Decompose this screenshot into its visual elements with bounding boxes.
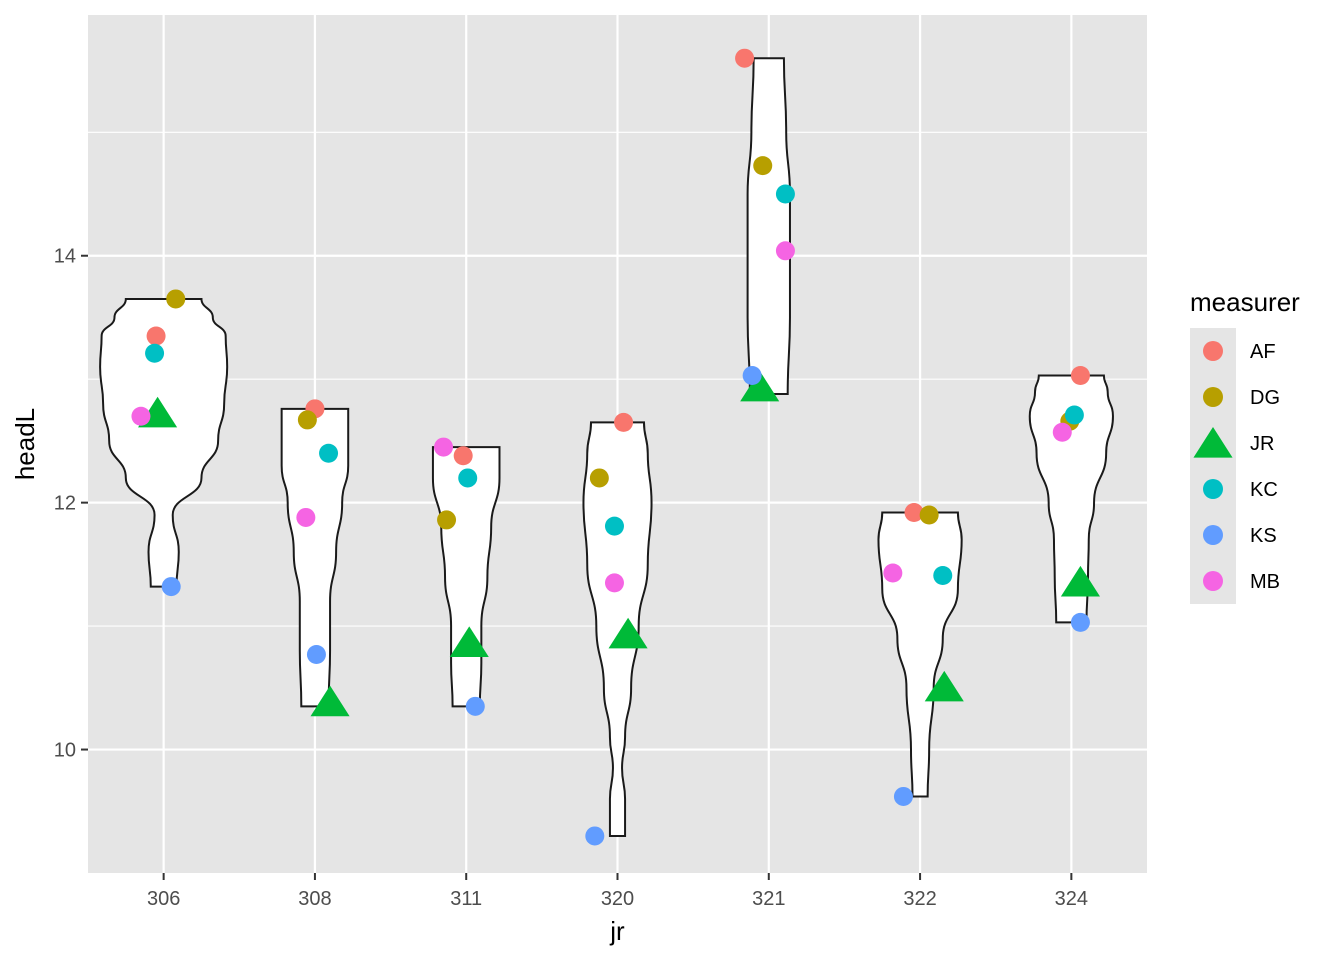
violin-320 bbox=[582, 421, 653, 837]
violin-308 bbox=[280, 407, 350, 708]
legend-label-DG: DG bbox=[1250, 387, 1280, 409]
point-DG-321 bbox=[753, 156, 773, 176]
x-axis: 306 308 311 320 321 322 324 bbox=[147, 873, 1088, 910]
point-KS-324 bbox=[1070, 612, 1090, 632]
point-KS-322 bbox=[893, 786, 913, 806]
data-points bbox=[131, 48, 1100, 846]
point-KC-320 bbox=[604, 516, 624, 536]
legend-items: AF DG JR KC KS MB bbox=[1193, 341, 1280, 593]
point-KC-322 bbox=[933, 565, 953, 585]
y-tick-label: 14 bbox=[54, 246, 76, 268]
point-AF-322 bbox=[904, 503, 924, 523]
point-KS-308 bbox=[306, 644, 326, 664]
point-AF-311 bbox=[453, 446, 473, 466]
x-tick-label: 320 bbox=[601, 888, 634, 910]
legend: measurer AF DG JR KC KS MB bbox=[1190, 287, 1300, 604]
point-AF-320 bbox=[614, 412, 634, 432]
y-axis: 10 12 14 bbox=[54, 246, 88, 762]
point-MB-311 bbox=[434, 437, 454, 457]
point-JR-324 bbox=[1060, 565, 1100, 597]
legend-title: measurer bbox=[1190, 287, 1300, 317]
x-tick-label: 308 bbox=[298, 888, 331, 910]
x-tick-label: 306 bbox=[147, 888, 180, 910]
legend-key-MB bbox=[1203, 571, 1223, 591]
point-KS-311 bbox=[465, 696, 485, 716]
legend-label-AF: AF bbox=[1250, 341, 1276, 363]
legend-label-JR: JR bbox=[1250, 433, 1274, 455]
point-DG-308 bbox=[297, 410, 317, 430]
point-KC-306 bbox=[145, 343, 165, 363]
point-KS-320 bbox=[585, 826, 605, 846]
violin-306 bbox=[99, 297, 229, 588]
violin-324 bbox=[1028, 374, 1114, 624]
point-KC-321 bbox=[775, 184, 795, 204]
legend-label-KS: KS bbox=[1250, 525, 1277, 547]
point-DG-311 bbox=[437, 510, 457, 530]
legend-key-background bbox=[1190, 328, 1236, 604]
legend-key-DG bbox=[1203, 387, 1223, 407]
legend-key-KS bbox=[1203, 525, 1223, 545]
legend-key-KC bbox=[1203, 479, 1223, 499]
point-KS-306 bbox=[161, 577, 181, 597]
legend-key-AF bbox=[1203, 341, 1223, 361]
x-tick-label: 321 bbox=[752, 888, 785, 910]
point-KC-311 bbox=[458, 468, 478, 488]
point-AF-306 bbox=[146, 326, 166, 346]
point-MB-306 bbox=[131, 406, 151, 426]
point-MB-322 bbox=[883, 563, 903, 583]
violin-321 bbox=[746, 57, 791, 396]
point-AF-324 bbox=[1070, 365, 1090, 385]
x-tick-label: 322 bbox=[903, 888, 936, 910]
point-JR-321 bbox=[740, 370, 780, 402]
point-KS-321 bbox=[742, 365, 762, 385]
point-DG-320 bbox=[589, 468, 609, 488]
legend-label-KC: KC bbox=[1250, 479, 1278, 501]
y-tick-label: 12 bbox=[54, 493, 76, 515]
legend-key-JR bbox=[1193, 427, 1233, 458]
point-AF-321 bbox=[735, 48, 755, 68]
point-DG-322 bbox=[919, 505, 939, 525]
point-JR-322 bbox=[924, 670, 964, 702]
point-JR-308 bbox=[310, 685, 350, 717]
x-tick-label: 311 bbox=[450, 888, 482, 910]
legend-label-MB: MB bbox=[1250, 571, 1280, 593]
point-DG-306 bbox=[166, 289, 186, 309]
y-tick-label: 10 bbox=[54, 740, 76, 762]
point-MB-321 bbox=[775, 241, 795, 261]
point-MB-320 bbox=[604, 573, 624, 593]
x-axis-title: jr bbox=[609, 916, 625, 946]
violins bbox=[99, 57, 1114, 837]
point-MB-324 bbox=[1052, 422, 1072, 442]
point-JR-320 bbox=[608, 617, 648, 649]
point-JR-311 bbox=[449, 626, 489, 657]
point-KC-308 bbox=[319, 443, 339, 463]
point-KC-324 bbox=[1064, 405, 1084, 425]
x-tick-label: 324 bbox=[1055, 888, 1088, 910]
y-axis-title: headL bbox=[10, 408, 40, 480]
point-MB-308 bbox=[296, 507, 316, 527]
